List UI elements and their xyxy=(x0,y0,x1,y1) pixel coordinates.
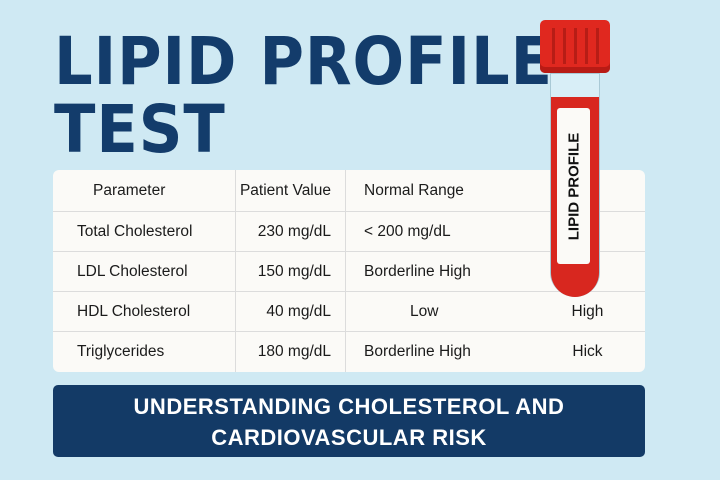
cell-value: 180 mg/dL xyxy=(236,332,346,372)
cell-range: Borderline High xyxy=(364,343,471,360)
cell-status: High xyxy=(571,302,604,320)
title-line-2: TEST xyxy=(54,91,226,168)
table-row: Triglycerides 180 mg/dL Borderline High … xyxy=(53,332,645,372)
cell-parameter: Total Cholesterol xyxy=(53,212,236,251)
page-title: LIPID PROFILE TEST xyxy=(54,28,553,164)
table-header: Parameter Patient Value Normal Range xyxy=(53,170,645,212)
cell-range: Borderline High xyxy=(364,262,471,280)
banner-line-2: CARDIOVASCULAR RISK xyxy=(211,425,487,450)
title-line-1: LIPID PROFILE xyxy=(54,23,553,100)
cell-value: 150 mg/dL xyxy=(236,252,346,291)
tube-label-text: LIPID PROFILE xyxy=(565,132,583,240)
cell-value: 40 mg/dL xyxy=(236,292,346,331)
table-row: Total Cholesterol 230 mg/dL < 200 mg/dL xyxy=(53,212,645,252)
cell-status: Hick xyxy=(572,343,603,360)
subtitle-banner: UNDERSTANDING CHOLESTEROL AND CARDIOVASC… xyxy=(53,385,645,457)
header-normal-range: Normal Range xyxy=(364,181,464,199)
tube-label: LIPID PROFILE xyxy=(557,108,590,264)
blood-tube-icon: LIPID PROFILE xyxy=(540,20,610,300)
header-patient-value: Patient Value xyxy=(236,170,346,211)
cell-parameter: Triglycerides xyxy=(53,332,236,372)
cell-parameter: HDL Cholesterol xyxy=(53,292,236,331)
banner-line-1: UNDERSTANDING CHOLESTEROL AND xyxy=(133,394,565,419)
cell-range: < 200 mg/dL xyxy=(364,222,451,240)
cell-value: 230 mg/dL xyxy=(236,212,346,251)
table-row: HDL Cholesterol 40 mg/dL Low High xyxy=(53,292,645,332)
cell-parameter: LDL Cholesterol xyxy=(53,252,236,291)
lipid-table: Parameter Patient Value Normal Range Tot… xyxy=(53,170,645,372)
header-parameter: Parameter xyxy=(53,170,236,211)
tube-cap xyxy=(540,20,610,73)
cell-range: Low xyxy=(410,302,439,320)
table-row: LDL Cholesterol 150 mg/dL Borderline Hig… xyxy=(53,252,645,292)
